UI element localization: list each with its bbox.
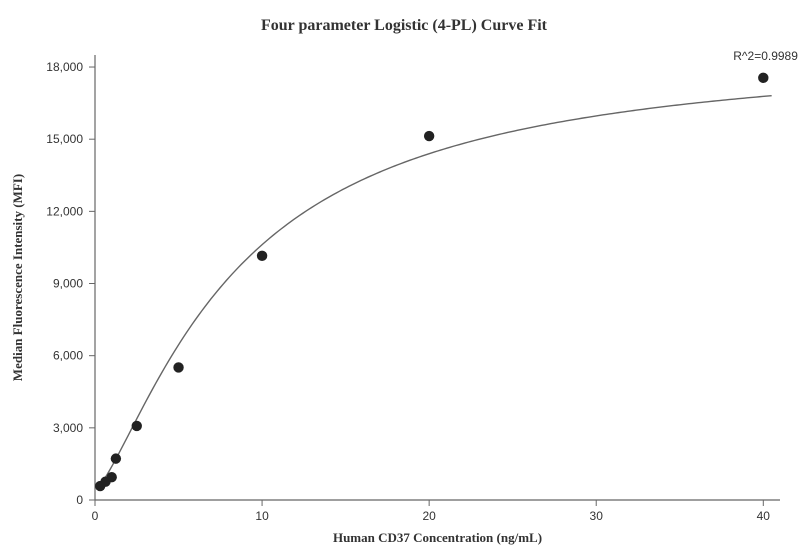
- y-tick-label: 15,000: [46, 132, 83, 146]
- chart-svg: Four parameter Logistic (4-PL) Curve Fit…: [0, 0, 808, 560]
- data-point: [111, 453, 121, 463]
- x-tick-label: 10: [255, 509, 269, 523]
- chart-container: Four parameter Logistic (4-PL) Curve Fit…: [0, 0, 808, 560]
- chart-title: Four parameter Logistic (4-PL) Curve Fit: [261, 17, 548, 34]
- y-tick-label: 3,000: [53, 421, 83, 435]
- x-axis-label: Human CD37 Concentration (ng/mL): [333, 530, 542, 545]
- data-point: [424, 131, 434, 141]
- x-tick-label: 40: [757, 509, 771, 523]
- data-point: [257, 251, 267, 261]
- x-tick-label: 0: [92, 509, 99, 523]
- data-point: [758, 73, 768, 83]
- data-point: [132, 421, 142, 431]
- chart-background: [0, 0, 808, 560]
- y-tick-label: 9,000: [53, 277, 83, 291]
- x-tick-label: 20: [422, 509, 436, 523]
- y-tick-label: 0: [76, 493, 83, 507]
- y-axis-label: Median Fluorescence Intensity (MFI): [10, 174, 25, 381]
- y-tick-label: 6,000: [53, 349, 83, 363]
- x-tick-label: 30: [590, 509, 604, 523]
- data-point: [107, 472, 117, 482]
- r-squared-annotation: R^2=0.9989: [733, 49, 798, 63]
- data-point: [173, 362, 183, 372]
- y-tick-label: 12,000: [46, 204, 83, 218]
- y-tick-label: 18,000: [46, 60, 83, 74]
